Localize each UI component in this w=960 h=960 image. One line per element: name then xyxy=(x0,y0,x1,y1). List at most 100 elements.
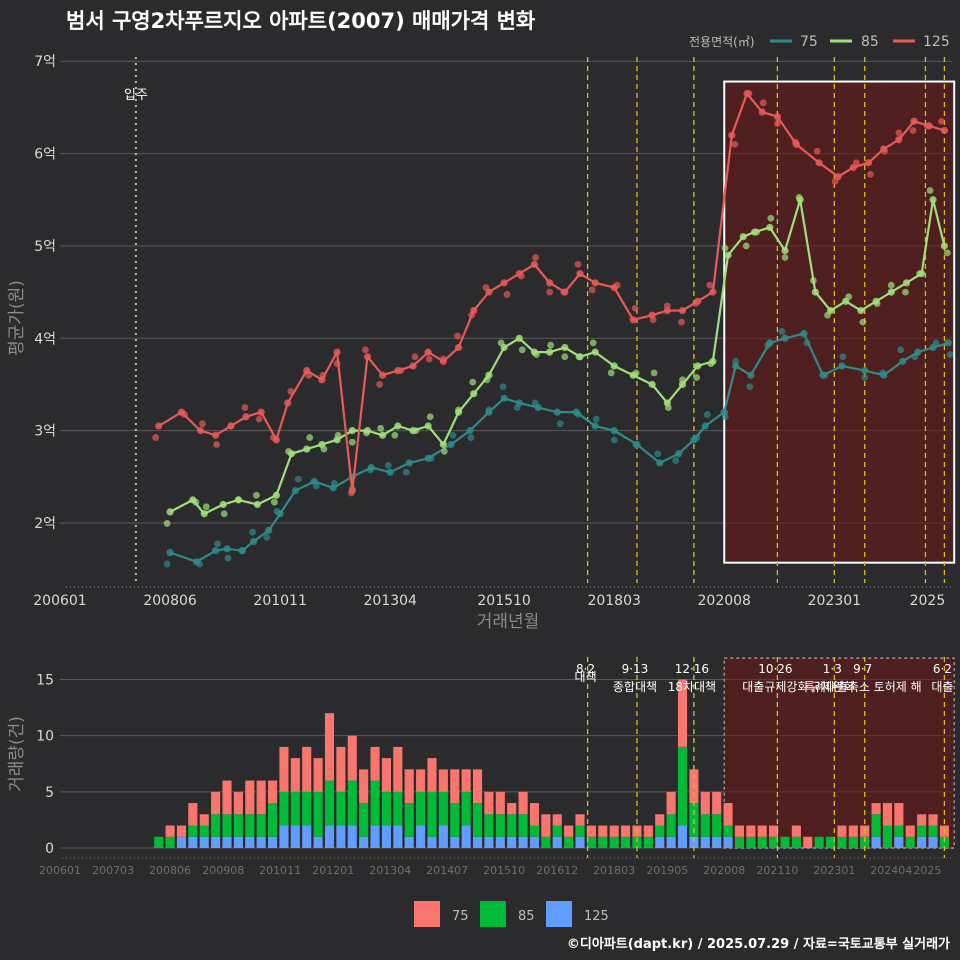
bar-85 xyxy=(746,836,756,848)
bar-75 xyxy=(712,791,722,815)
bar-85 xyxy=(860,836,870,848)
bar-75 xyxy=(791,825,801,837)
policy-date: 9·13 xyxy=(622,662,649,676)
data-point-125 xyxy=(867,170,874,178)
policy-date: 9·7 xyxy=(853,662,872,676)
data-point-85 xyxy=(589,339,597,347)
bar-85 xyxy=(302,791,312,826)
bar-125 xyxy=(507,836,517,848)
bar-85 xyxy=(791,836,801,848)
bar-75 xyxy=(233,791,243,815)
data-point-85 xyxy=(944,249,951,257)
data-point-125 xyxy=(938,117,945,125)
data-point-85 xyxy=(424,422,432,430)
data-point-75 xyxy=(591,422,599,430)
data-point-75 xyxy=(223,545,231,553)
bar-125 xyxy=(381,825,391,848)
data-point-75 xyxy=(932,339,940,347)
data-point-75 xyxy=(946,351,954,358)
data-point-85 xyxy=(591,348,599,356)
data-point-125 xyxy=(678,318,685,326)
data-point-125 xyxy=(613,281,621,289)
data-point-125 xyxy=(758,108,766,116)
data-point-125 xyxy=(500,279,508,287)
x-tick-label: 200703 xyxy=(92,864,134,877)
bar-85 xyxy=(769,836,779,848)
bar-85 xyxy=(518,814,528,837)
data-point-85 xyxy=(664,404,672,411)
bar-85 xyxy=(928,825,938,837)
bar-75 xyxy=(302,746,312,792)
data-point-85 xyxy=(192,498,200,506)
data-point-125 xyxy=(503,291,511,298)
data-point-125 xyxy=(425,355,433,363)
data-point-125 xyxy=(649,316,657,324)
data-point-125 xyxy=(588,286,596,294)
data-point-125 xyxy=(745,90,753,97)
policy-date: 1·3 xyxy=(823,662,842,676)
bar-125 xyxy=(416,825,426,848)
data-point-125 xyxy=(791,138,799,146)
legend-box-label-75: 75 xyxy=(452,909,469,924)
data-point-85 xyxy=(739,233,747,241)
legend-label-85: 85 xyxy=(861,34,879,50)
data-point-85 xyxy=(632,369,640,377)
bar-125 xyxy=(359,836,369,848)
bar-75 xyxy=(598,825,608,837)
data-point-125 xyxy=(155,422,163,430)
movein-label: 입주 xyxy=(124,88,148,103)
bar-75 xyxy=(199,814,209,826)
bar-85 xyxy=(700,814,710,837)
bar-85 xyxy=(621,836,631,848)
bar-75 xyxy=(928,814,938,826)
data-point-125 xyxy=(881,147,889,155)
data-point-75 xyxy=(553,408,561,416)
policy-label: 대출규제강화 xyxy=(742,680,808,694)
data-point-125 xyxy=(424,348,432,356)
bar-75 xyxy=(677,679,688,747)
bar-125 xyxy=(518,836,528,848)
data-point-85 xyxy=(721,244,729,252)
policy-date: 6·2 xyxy=(933,662,952,676)
data-point-75 xyxy=(312,482,320,490)
bar-75 xyxy=(484,791,494,815)
data-point-75 xyxy=(732,357,740,365)
data-point-125 xyxy=(319,371,327,379)
y-tick-label: 4억 xyxy=(34,331,56,347)
bar-125 xyxy=(290,825,300,848)
bar-75 xyxy=(575,814,585,826)
bar-85 xyxy=(188,825,198,837)
data-point-75 xyxy=(499,383,507,391)
data-point-125 xyxy=(362,346,369,354)
data-point-125 xyxy=(199,420,206,428)
bar-85 xyxy=(712,814,722,837)
bar-125 xyxy=(484,836,494,848)
data-point-75 xyxy=(879,369,887,377)
bar-75 xyxy=(450,769,460,804)
data-point-75 xyxy=(212,547,220,555)
y-axis-title: 평균가(원) xyxy=(7,280,27,356)
data-point-125 xyxy=(411,353,419,361)
data-point-125 xyxy=(831,177,839,185)
bar-125 xyxy=(655,836,665,848)
data-point-75 xyxy=(656,459,664,467)
bar-75 xyxy=(188,803,198,826)
data-point-75 xyxy=(224,554,232,562)
data-point-75 xyxy=(821,371,829,379)
bar-125 xyxy=(188,836,198,848)
data-point-125 xyxy=(409,362,417,370)
data-point-85 xyxy=(940,242,949,250)
data-point-85 xyxy=(902,279,911,287)
bar-75 xyxy=(495,791,505,815)
data-point-75 xyxy=(238,547,246,555)
bar-85 xyxy=(917,825,927,837)
policy-label: 규제완화 xyxy=(810,680,854,694)
bar-125 xyxy=(928,836,938,848)
data-point-85 xyxy=(426,413,434,421)
data-point-125 xyxy=(257,408,265,416)
data-point-125 xyxy=(454,343,463,352)
bar-125 xyxy=(871,836,881,848)
x-tick-label: 200908 xyxy=(202,864,244,877)
bar-85 xyxy=(677,746,688,826)
